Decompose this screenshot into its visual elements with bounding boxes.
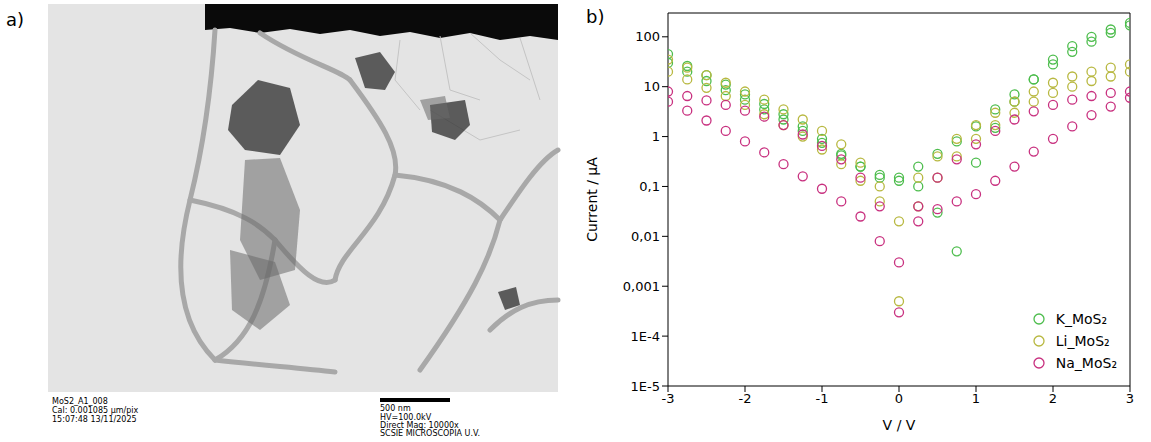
svg-text:1E-5: 1E-5 — [631, 379, 660, 394]
svg-text:15:07:48 13/11/2025: 15:07:48 13/11/2025 — [52, 415, 137, 424]
svg-text:-3: -3 — [662, 391, 675, 406]
html-text:Na_MoS₂: Na_MoS₂ — [1055, 355, 1117, 371]
svg-text:V / V: V / V — [883, 417, 916, 433]
svg-text:0,001: 0,001 — [623, 279, 660, 294]
svg-text:Cal: 0.001085 µm/pix: Cal: 0.001085 µm/pix — [52, 406, 139, 415]
svg-text:MoS2_A1_008: MoS2_A1_008 — [52, 397, 108, 406]
html-text:K_MoS₂: K_MoS₂ — [1055, 311, 1108, 327]
svg-text:3: 3 — [1126, 391, 1134, 406]
svg-text:0: 0 — [895, 391, 903, 406]
svg-text:10: 10 — [643, 79, 660, 94]
svg-text:1: 1 — [652, 129, 660, 144]
svg-text:Direct Mag: 10000x: Direct Mag: 10000x — [380, 421, 459, 430]
svg-text:1E-4: 1E-4 — [631, 329, 660, 344]
html-text:Li_MoS₂: Li_MoS₂ — [1055, 333, 1110, 349]
svg-text:1: 1 — [972, 391, 980, 406]
svg-text:-1: -1 — [816, 391, 829, 406]
svg-text:HV=100.0kV: HV=100.0kV — [380, 413, 432, 422]
svg-text:2: 2 — [1049, 391, 1057, 406]
svg-text:Current / µA: Current / µA — [584, 157, 600, 242]
svg-text:100: 100 — [635, 29, 660, 44]
svg-text:SCSIE MICROSCOPIA U.V.: SCSIE MICROSCOPIA U.V. — [380, 429, 480, 438]
svg-text:500 nm: 500 nm — [380, 404, 411, 413]
html-text:b): b) — [586, 6, 605, 27]
svg-text:0,1: 0,1 — [639, 179, 660, 194]
svg-text:0,01: 0,01 — [631, 229, 660, 244]
svg-text:-2: -2 — [739, 391, 752, 406]
svg-text:a): a) — [6, 9, 24, 30]
